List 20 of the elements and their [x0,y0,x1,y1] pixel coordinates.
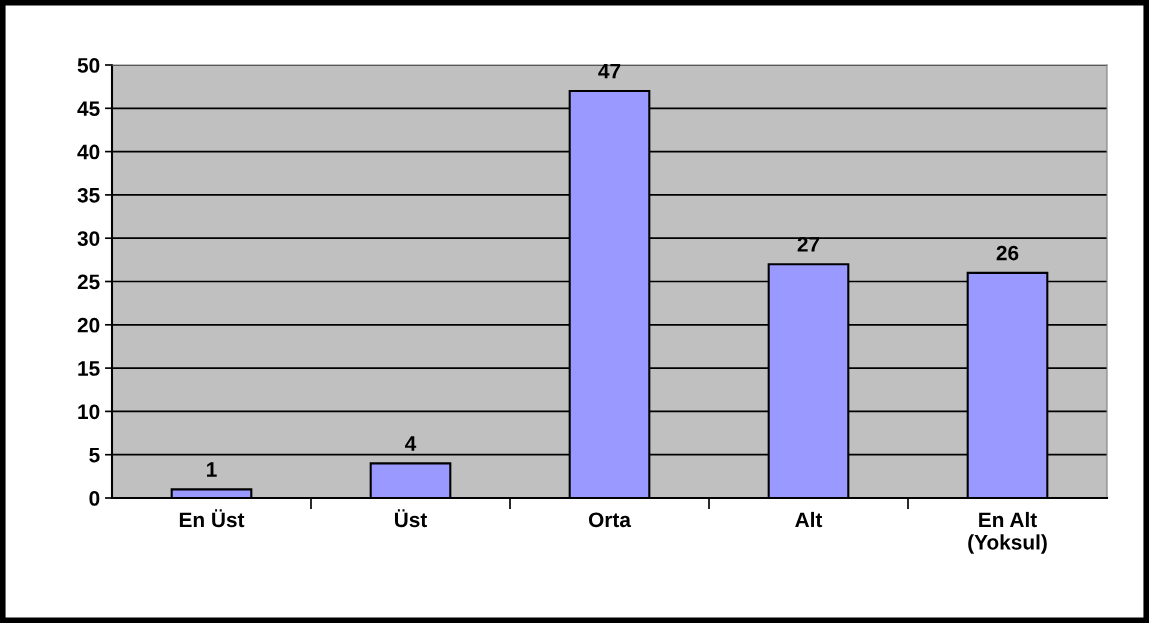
x-tick-label: En Alt (Yoksul) [968,511,1047,554]
y-tick-label: 10 [78,404,100,420]
y-tick-label: 20 [77,317,100,333]
x-tick-label: Orta [588,512,632,528]
data-label: 26 [996,245,1019,261]
y-tick-label: 5 [89,447,100,463]
y-tick-label: 45 [77,101,100,117]
y-tick-label: 25 [77,274,100,290]
y-tick-label: 35 [77,187,100,203]
y-tick-label: 50 [77,58,100,73]
data-label: 4 [405,436,417,451]
y-tick-label: 15 [78,361,100,376]
y-tick-label: 30 [77,231,100,246]
y-tick-label: 0 [89,491,100,506]
x-tick-label: En Üst [179,509,245,528]
x-tick-label: Alt [795,511,823,528]
data-label: 47 [598,63,621,79]
x-tick-label: Üst [394,509,428,528]
data-label: 1 [207,462,217,477]
y-tick-label: 40 [77,144,100,160]
